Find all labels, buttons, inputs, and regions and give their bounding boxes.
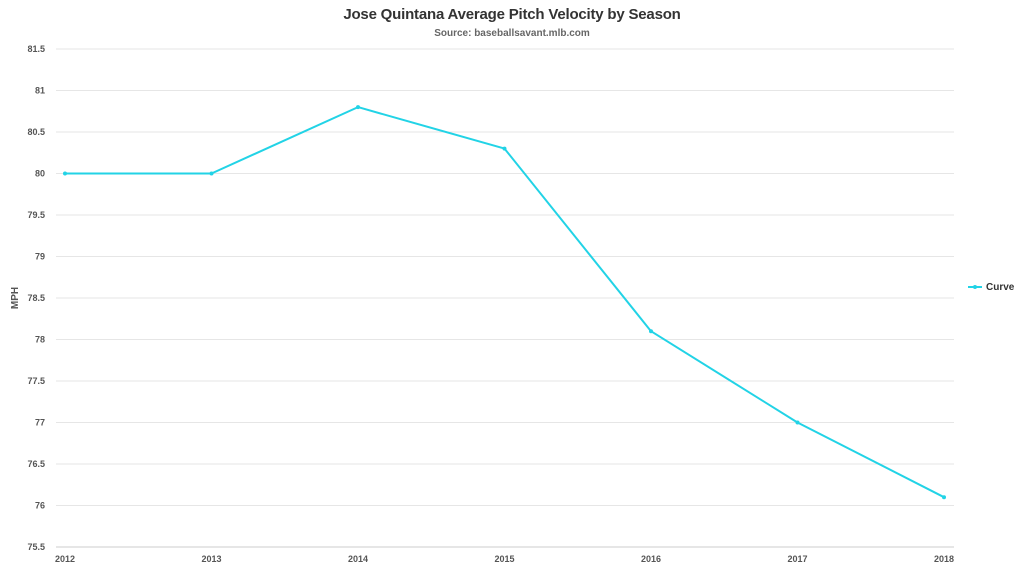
data-point[interactable]: [63, 171, 67, 176]
series-lines: [65, 106, 945, 499]
legend-swatch: [968, 285, 982, 289]
chart-title: Jose Quintana Average Pitch Velocity by …: [343, 6, 681, 23]
y-tick-label: 79: [35, 252, 45, 262]
x-tick-label: 2015: [494, 554, 514, 564]
x-tick-label: 2012: [55, 554, 75, 564]
y-tick-label: 75.5: [27, 542, 45, 552]
x-tick-label: 2016: [641, 554, 661, 564]
y-tick-label: 81.5: [27, 44, 45, 54]
y-tick-labels: 75.5 76 76.5 77 77.5 78 78.5 79 79.5 80 80.5 81 81.5: [27, 44, 45, 552]
data-point[interactable]: [795, 420, 800, 425]
y-tick-label: 78.5: [27, 293, 45, 303]
legend-label: Curve: [986, 281, 1015, 293]
x-tick-label: 2014: [348, 554, 368, 564]
chart-subtitle: Source: baseballsavant.mlb.com: [434, 28, 590, 39]
data-point[interactable]: [649, 329, 653, 334]
series-line-curve: [65, 106, 945, 499]
y-axis-title: MPH: [10, 287, 21, 309]
y-tick-label: 79.5: [27, 210, 45, 220]
grid-lines: [56, 48, 954, 548]
data-point[interactable]: [502, 146, 507, 151]
data-point[interactable]: [356, 105, 360, 110]
x-tick-labels: 2012 2013 2014 2015 2016 2017 2018: [55, 554, 954, 564]
y-tick-label: 78: [35, 335, 45, 345]
y-tick-label: 77.5: [27, 376, 45, 386]
y-tick-label: 80: [35, 169, 45, 179]
x-tick-label: 2013: [201, 554, 221, 564]
y-tick-label: 76: [35, 501, 45, 511]
y-tick-label: 81: [35, 86, 45, 96]
x-tick-label: 2018: [934, 554, 954, 564]
y-tick-label: 76.5: [27, 459, 45, 469]
y-tick-label: 80.5: [27, 127, 45, 137]
data-point[interactable]: [942, 495, 946, 500]
series-points: [63, 105, 946, 500]
y-tick-label: 77: [35, 418, 45, 428]
legend-item-curve[interactable]: Curve: [968, 280, 1014, 294]
data-point[interactable]: [209, 171, 214, 176]
x-tick-label: 2017: [787, 554, 807, 564]
